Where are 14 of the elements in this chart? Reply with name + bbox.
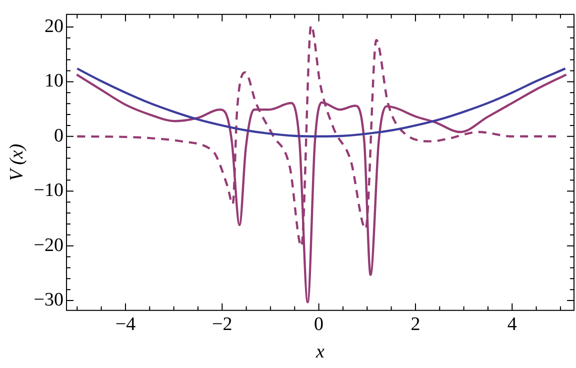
y-tick-label: −10 (34, 180, 64, 202)
x-tick-label: −2 (212, 314, 232, 335)
x-tick-label: −4 (115, 314, 136, 335)
y-tick-label: −20 (34, 234, 64, 256)
y-tick-label: −30 (34, 290, 64, 311)
x-tick-label: 2 (410, 314, 420, 335)
y-tick-label: 20 (44, 16, 64, 37)
y-axis-title: V (x) (6, 144, 28, 181)
y-tick-label: 10 (44, 70, 64, 92)
y-tick-label: 0 (54, 125, 64, 146)
x-tick-label: 4 (507, 314, 518, 335)
line-series (76, 67, 566, 138)
x-axis-title: x (315, 342, 326, 363)
x-tick-label: 0 (314, 314, 324, 335)
